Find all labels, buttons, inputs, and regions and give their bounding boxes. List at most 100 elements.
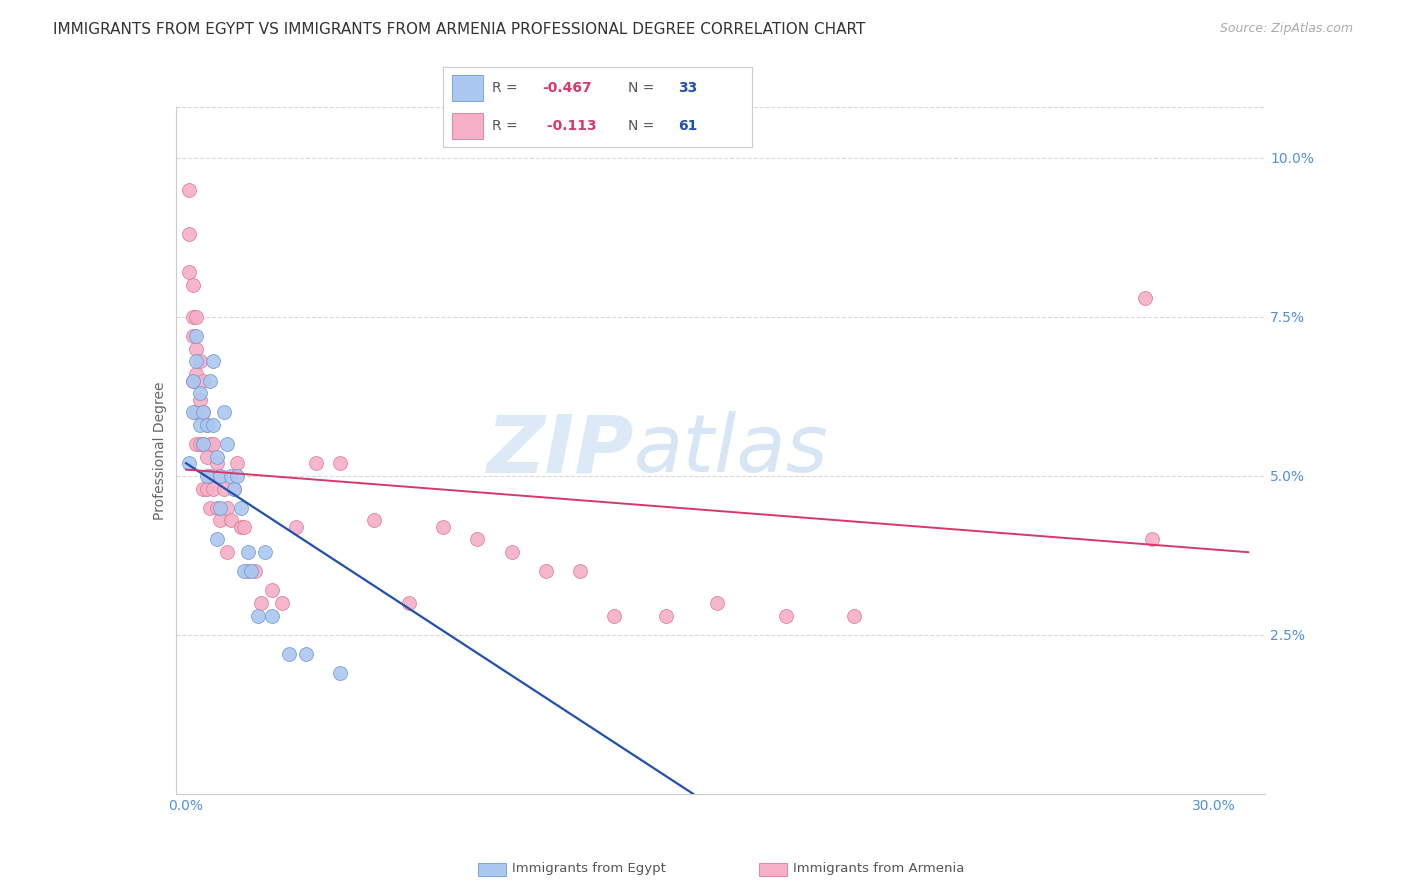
Point xyxy=(236,564,259,578)
Point xyxy=(198,374,221,388)
Point xyxy=(205,456,228,470)
Point xyxy=(181,278,204,293)
Text: Source: ZipAtlas.com: Source: ZipAtlas.com xyxy=(1219,22,1353,36)
Point xyxy=(501,545,523,559)
Point xyxy=(253,545,276,559)
Text: Immigrants from Armenia: Immigrants from Armenia xyxy=(793,863,965,875)
Text: R =: R = xyxy=(492,81,517,95)
Point xyxy=(222,482,245,496)
Point xyxy=(205,533,228,547)
Point xyxy=(363,513,385,527)
Point xyxy=(181,374,204,388)
Point xyxy=(186,354,208,368)
Point xyxy=(329,456,352,470)
Point xyxy=(212,482,235,496)
Point xyxy=(202,482,225,496)
Point xyxy=(202,417,225,432)
Point xyxy=(191,405,214,419)
Point xyxy=(188,417,211,432)
Point xyxy=(186,310,208,324)
Point xyxy=(534,564,557,578)
Point xyxy=(191,405,214,419)
Point xyxy=(217,545,239,559)
Point xyxy=(195,469,218,483)
Point xyxy=(706,596,728,610)
Point xyxy=(398,596,420,610)
Point xyxy=(229,500,252,515)
Point xyxy=(603,608,626,623)
Point xyxy=(217,500,239,515)
Point xyxy=(775,608,797,623)
Point xyxy=(188,354,211,368)
Point xyxy=(181,374,204,388)
Point xyxy=(195,450,218,464)
Point xyxy=(186,405,208,419)
Bar xyxy=(453,75,484,101)
Point xyxy=(233,520,256,534)
Point xyxy=(186,437,208,451)
Point xyxy=(277,647,299,661)
Point xyxy=(198,469,221,483)
Point xyxy=(181,310,204,324)
Point xyxy=(233,564,256,578)
Point xyxy=(236,545,259,559)
Point xyxy=(1135,291,1157,305)
Point xyxy=(179,227,201,242)
Point xyxy=(844,608,866,623)
Text: 61: 61 xyxy=(678,120,697,133)
Point xyxy=(295,647,318,661)
Point xyxy=(226,469,249,483)
Point xyxy=(655,608,678,623)
Text: ZIP: ZIP xyxy=(486,411,633,490)
Point xyxy=(569,564,592,578)
Point xyxy=(188,392,211,407)
Point xyxy=(195,417,218,432)
Point xyxy=(195,417,218,432)
Point xyxy=(186,367,208,381)
Point xyxy=(188,437,211,451)
Point xyxy=(195,482,218,496)
Point xyxy=(205,500,228,515)
Point xyxy=(179,183,201,197)
Point xyxy=(202,354,225,368)
Text: IMMIGRANTS FROM EGYPT VS IMMIGRANTS FROM ARMENIA PROFESSIONAL DEGREE CORRELATION: IMMIGRANTS FROM EGYPT VS IMMIGRANTS FROM… xyxy=(53,22,866,37)
Point xyxy=(209,469,232,483)
Point xyxy=(202,437,225,451)
Text: Immigrants from Egypt: Immigrants from Egypt xyxy=(512,863,665,875)
Point xyxy=(260,608,283,623)
Text: R =: R = xyxy=(492,120,517,133)
Text: N =: N = xyxy=(628,120,655,133)
Point xyxy=(250,596,273,610)
Point xyxy=(191,437,214,451)
Point xyxy=(179,456,201,470)
Point xyxy=(432,520,454,534)
Point xyxy=(226,456,249,470)
Point xyxy=(229,520,252,534)
Point xyxy=(186,342,208,356)
Point xyxy=(186,329,208,343)
Point xyxy=(191,482,214,496)
Point xyxy=(198,437,221,451)
Point xyxy=(219,469,242,483)
Text: -0.113: -0.113 xyxy=(541,120,596,133)
Point xyxy=(212,405,235,419)
Point xyxy=(179,265,201,279)
Point xyxy=(260,583,283,598)
Point xyxy=(243,564,266,578)
Point xyxy=(188,386,211,401)
Point xyxy=(222,482,245,496)
Point xyxy=(329,666,352,681)
Text: atlas: atlas xyxy=(633,411,828,490)
Point xyxy=(305,456,328,470)
Point xyxy=(181,405,204,419)
Point xyxy=(1142,533,1164,547)
Point xyxy=(271,596,294,610)
Point xyxy=(191,437,214,451)
Point xyxy=(240,564,263,578)
Point xyxy=(284,520,307,534)
Text: N =: N = xyxy=(628,81,655,95)
Text: 33: 33 xyxy=(678,81,697,95)
Point xyxy=(209,513,232,527)
Y-axis label: Professional Degree: Professional Degree xyxy=(153,381,167,520)
Point xyxy=(246,608,269,623)
